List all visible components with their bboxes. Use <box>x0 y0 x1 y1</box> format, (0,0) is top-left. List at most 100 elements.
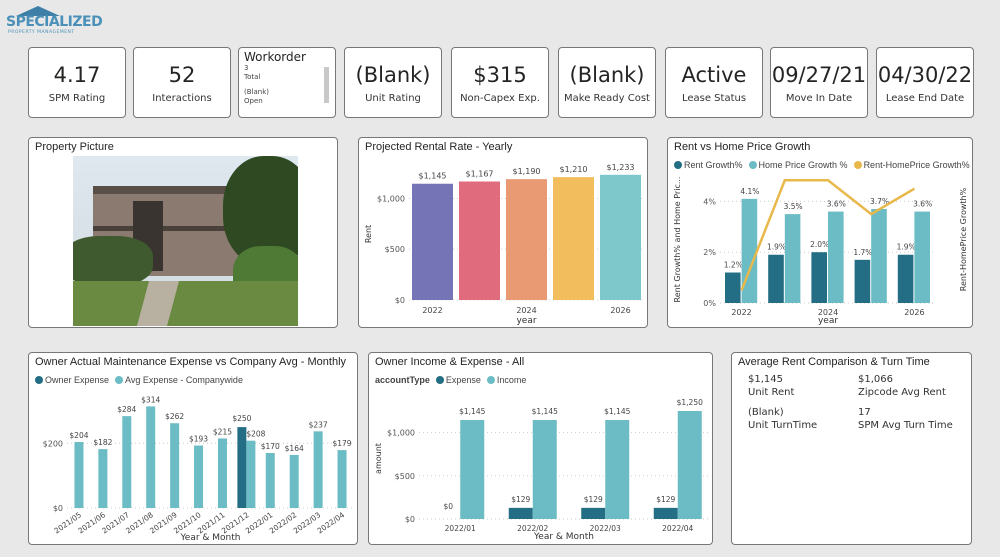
legend-dot-icon <box>748 161 757 169</box>
kpi-label: Interactions <box>152 93 212 104</box>
kpi-label: Lease Status <box>681 93 747 104</box>
property-photo <box>73 156 298 326</box>
bar <box>897 254 914 303</box>
data-label: $1,145 <box>419 172 447 181</box>
x-tick-label: 2026 <box>904 308 924 317</box>
workorder-scrollbar[interactable] <box>324 67 329 103</box>
kpi-unit-rating: (Blank) Unit Rating <box>344 47 442 118</box>
data-label: $1,145 <box>459 407 485 416</box>
legend-dot-icon <box>486 376 495 384</box>
data-label: $262 <box>165 412 184 421</box>
x-tick-label: 2022 <box>422 306 442 315</box>
y2-axis-label: Rent-HomePrice Growth% <box>959 187 968 291</box>
y-tick-label: 0% <box>703 299 716 308</box>
x-axis-label: Year & Month <box>533 532 594 542</box>
legend-label: Home Price Growth % <box>758 160 848 170</box>
unit-rent-value: $1,145 <box>748 374 783 385</box>
legend-dot-icon <box>853 161 862 169</box>
zipcode-rent-card: $1,066 Zipcode Avg Rent <box>858 373 946 399</box>
kpi-lease-end-date: 04/30/22 Lease End Date <box>876 47 974 118</box>
legend-dot-icon <box>674 161 682 169</box>
zipcode-rent-value: $1,066 <box>858 374 893 385</box>
y-tick-label: $500 <box>395 472 415 481</box>
data-label: $129 <box>656 495 675 504</box>
bar <box>581 507 606 519</box>
data-label: $1,250 <box>677 398 703 407</box>
data-label: $204 <box>69 431 88 440</box>
data-label: 1.7% <box>853 248 872 257</box>
workorder-card: Workorder 3 Total (Blank) Open <box>238 47 336 118</box>
kpi-value: Active <box>681 63 747 87</box>
legend-item[interactable]: Expense <box>435 375 481 385</box>
bar <box>677 410 702 519</box>
kpi-label: Move In Date <box>785 93 853 104</box>
legend-label: Rent-HomePrice Growth% <box>863 160 970 170</box>
x-tick-label: 2024 <box>818 308 838 317</box>
unit-rent-label: Unit Rent <box>748 387 795 398</box>
legend-item[interactable]: Rent-HomePrice Growth% <box>853 160 970 170</box>
y-axis-label: Rent <box>364 225 373 243</box>
legend-label: Expense <box>445 375 481 385</box>
y-tick-label: 4% <box>703 197 716 206</box>
spm-turntime-value: 17 <box>858 407 871 418</box>
bar <box>725 272 741 303</box>
kpi-make-ready-cost: (Blank) Make Ready Cost <box>558 47 656 118</box>
bar <box>237 427 247 508</box>
panel-title: Owner Income & Expense - All <box>375 356 525 368</box>
bar <box>508 507 533 519</box>
house-roof-icon <box>16 6 60 16</box>
line-series <box>740 178 916 291</box>
bar <box>98 449 108 508</box>
kpi-label: Unit Rating <box>365 93 421 104</box>
kpi-label: Lease End Date <box>885 93 965 104</box>
kpi-interactions: 52 Interactions <box>133 47 231 118</box>
unit-rent-card: $1,145 Unit Rent <box>748 373 794 399</box>
data-label: $284 <box>117 405 136 414</box>
legend-item[interactable]: Home Price Growth % <box>748 160 848 170</box>
y-tick-label: $0 <box>405 515 415 524</box>
company-logo: SPECIALIZED PROPERTY MANAGEMENT <box>6 4 103 36</box>
legend-item[interactable]: Avg Expense - Companywide <box>115 375 243 385</box>
panel-title: Projected Rental Rate - Yearly <box>365 141 513 153</box>
data-label: 3.7% <box>870 197 889 206</box>
data-label: $1,145 <box>604 407 630 416</box>
bar <box>246 440 256 508</box>
data-label: $250 <box>232 414 251 423</box>
kpi-value: 4.17 <box>53 63 101 87</box>
bar <box>459 181 500 300</box>
x-tick-label: 2022/03 <box>590 524 621 533</box>
bar <box>811 252 827 303</box>
kpi-value: 04/30/22 <box>877 63 973 87</box>
kpi-value: 09/27/21 <box>771 63 867 87</box>
workorder-total-label: Total <box>244 73 261 81</box>
bar <box>170 423 180 508</box>
y-tick-label: $200 <box>43 439 63 448</box>
unit-turntime-label: Unit TurnTime <box>748 420 818 431</box>
bar <box>532 420 557 519</box>
bar <box>265 453 275 508</box>
bar <box>600 174 641 300</box>
panel-title: Rent vs Home Price Growth <box>674 141 811 153</box>
kpi-value: 52 <box>168 63 196 87</box>
kpi-lease-status: Active Lease Status <box>665 47 763 118</box>
x-tick-label: 2022 <box>731 308 751 317</box>
legend-item[interactable]: Rent Growth% <box>674 160 743 170</box>
data-label: $1,145 <box>532 407 558 416</box>
legend-item[interactable]: Owner Expense <box>35 375 109 385</box>
kpi-label: SPM Rating <box>48 93 106 104</box>
bar <box>217 438 227 508</box>
bar <box>506 179 547 300</box>
rent-comparison-panel: Average Rent Comparison & Turn Time $1,1… <box>731 352 972 545</box>
legend-label: Income <box>496 375 527 385</box>
y-tick-label: $500 <box>385 245 405 254</box>
y-tick-label: 2% <box>703 248 716 257</box>
kpi-move-in-date: 09/27/21 Move In Date <box>770 47 868 118</box>
data-label: 2.0% <box>810 240 829 249</box>
data-label: $179 <box>332 439 351 448</box>
data-label: 3.6% <box>913 200 932 209</box>
bar <box>460 420 485 519</box>
spm-turntime-label: SPM Avg Turn Time <box>858 420 953 431</box>
data-label: $237 <box>309 420 328 429</box>
legend-item[interactable]: Income <box>486 375 527 385</box>
